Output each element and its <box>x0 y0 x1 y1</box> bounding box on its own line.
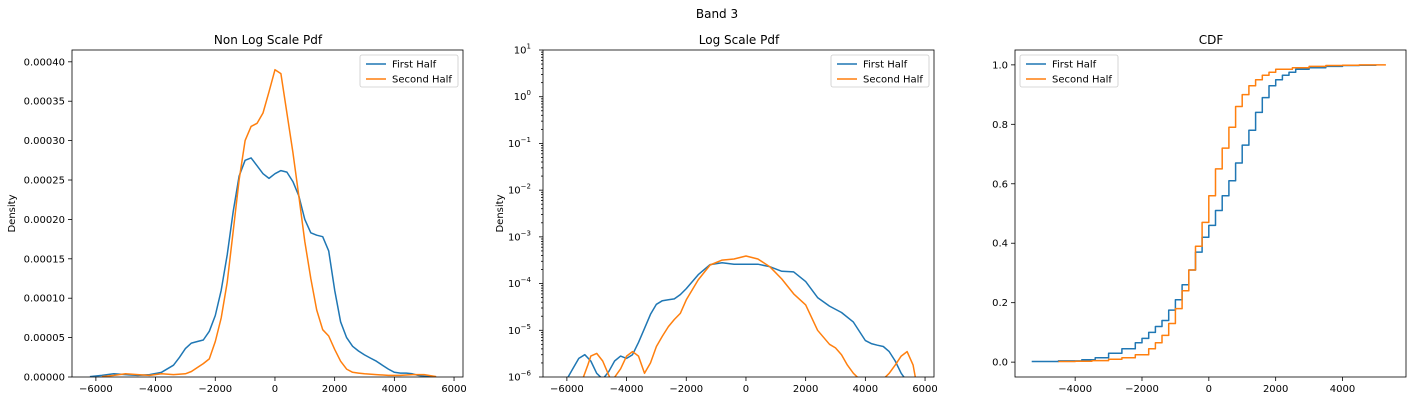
pdf-log-y-tick-label: 101 <box>514 43 531 57</box>
pdf-linear-series-second-half-line <box>101 68 437 377</box>
pdf-linear-x-tick-label: 0 <box>272 384 278 395</box>
cdf-y-tick-label: 0.0 <box>992 358 1008 369</box>
pdf-log-y-axis-label: Density <box>495 194 506 232</box>
pdf-log-x-tick-label: −2000 <box>669 384 703 395</box>
cdf-title: CDF <box>1199 33 1224 47</box>
pdf-linear-x-tick-label: −4000 <box>139 384 173 395</box>
pdf-linear-y-tick-label: 0.00000 <box>24 373 65 384</box>
cdf-series-first-half-line <box>1031 64 1377 363</box>
pdf-linear-panel: Non Log Scale Pdf −6000 −4000 −2000 0 2000 40… <box>7 33 467 395</box>
cdf-series-group <box>1031 64 1386 363</box>
pdf-log-x-tick-label: −4000 <box>610 384 644 395</box>
pdf-linear-legend-label: First Half <box>392 60 437 71</box>
cdf-y-tick-label: 0.2 <box>992 298 1008 309</box>
pdf-linear-y-tick-label: 0.00035 <box>24 97 65 108</box>
cdf-panel: CDF −4000 −2000 0 2000 4000 0.0 0.2 0.4 0.6 0.8 1.… <box>992 33 1407 395</box>
pdf-linear-y-tick-label: 0.00015 <box>24 254 65 265</box>
cdf-y-tick-label: 1.0 <box>992 60 1008 71</box>
pdf-log-y-tick-label: 10−4 <box>508 276 532 290</box>
cdf-legend-label: Second Half <box>1052 75 1112 86</box>
pdf-log-x-tick-label: 6000 <box>912 384 937 395</box>
pdf-log-series-group <box>567 255 917 377</box>
figure-suptitle: Band 3 <box>696 7 738 21</box>
pdf-linear-legend-label: Second Half <box>392 75 452 86</box>
pdf-linear-y-tick-label: 0.00040 <box>24 57 65 68</box>
cdf-series-second-half-line <box>1058 64 1386 363</box>
pdf-log-panel: Log Scale Pdf −6000 −4000 −2000 0 2000 4000 60… <box>495 33 938 395</box>
pdf-log-x-tick-label: 2000 <box>793 384 818 395</box>
cdf-x-tick-label: 0 <box>1206 384 1212 395</box>
pdf-log-y-tick-label: 10−5 <box>508 323 531 337</box>
pdf-linear-axes-frame <box>71 49 464 378</box>
pdf-linear-x-tick-label: 2000 <box>322 384 347 395</box>
pdf-log-series-second-half-line <box>582 255 917 377</box>
cdf-axes-frame <box>1014 49 1407 378</box>
pdf-linear-y-tick-label: 0.00005 <box>24 333 65 344</box>
cdf-x-tick-label: 2000 <box>1263 384 1288 395</box>
pdf-linear-y-tick-label: 0.00025 <box>24 176 65 187</box>
pdf-linear-x-tick-label: 6000 <box>441 384 466 395</box>
pdf-linear-y-tick-label: 0.00030 <box>24 136 65 147</box>
pdf-log-legend-label: First Half <box>863 60 908 71</box>
pdf-linear-y-tick-label: 0.00020 <box>24 215 65 226</box>
cdf-x-tick-label: 4000 <box>1330 384 1355 395</box>
pdf-linear-y-tick-label: 0.00010 <box>24 294 65 305</box>
pdf-log-axes-frame <box>542 49 935 378</box>
pdf-log-x-tick-label: 4000 <box>853 384 878 395</box>
pdf-log-x-tick-label: 0 <box>743 384 749 395</box>
cdf-x-tick-label: −2000 <box>1125 384 1159 395</box>
cdf-legend-label: First Half <box>1052 60 1097 71</box>
pdf-log-title: Log Scale Pdf <box>699 33 780 47</box>
pdf-log-x-tick-label: −6000 <box>550 384 584 395</box>
cdf-legend: First Half Second Half <box>1019 54 1119 88</box>
pdf-log-series-first-half-line <box>567 262 905 377</box>
pdf-linear-title: Non Log Scale Pdf <box>214 33 323 47</box>
pdf-log-y-tick-label: 10−2 <box>508 183 531 197</box>
cdf-y-tick-label: 0.8 <box>992 120 1008 131</box>
cdf-x-tick-label: −4000 <box>1058 384 1092 395</box>
pdf-log-y-tick-label: 10−1 <box>508 136 531 150</box>
pdf-linear-y-axis-label: Density <box>7 194 18 232</box>
pdf-linear-x-tick-label: 4000 <box>382 384 407 395</box>
cdf-y-tick-label: 0.6 <box>992 179 1008 190</box>
pdf-log-legend: First Half Second Half <box>830 54 930 88</box>
pdf-linear-x-tick-label: −2000 <box>198 384 232 395</box>
pdf-linear-series-group <box>89 68 437 377</box>
pdf-log-legend-label: Second Half <box>863 75 923 86</box>
pdf-log-y-tick-label: 10−6 <box>508 370 532 384</box>
cdf-y-tick-label: 0.4 <box>992 239 1008 250</box>
pdf-linear-x-tick-label: −6000 <box>79 384 113 395</box>
pdf-log-y-tick-label: 100 <box>514 89 531 103</box>
pdf-linear-legend: First Half Second Half <box>359 54 459 88</box>
pdf-linear-series-first-half-line <box>89 157 437 377</box>
pdf-log-y-tick-label: 10−3 <box>508 229 531 243</box>
